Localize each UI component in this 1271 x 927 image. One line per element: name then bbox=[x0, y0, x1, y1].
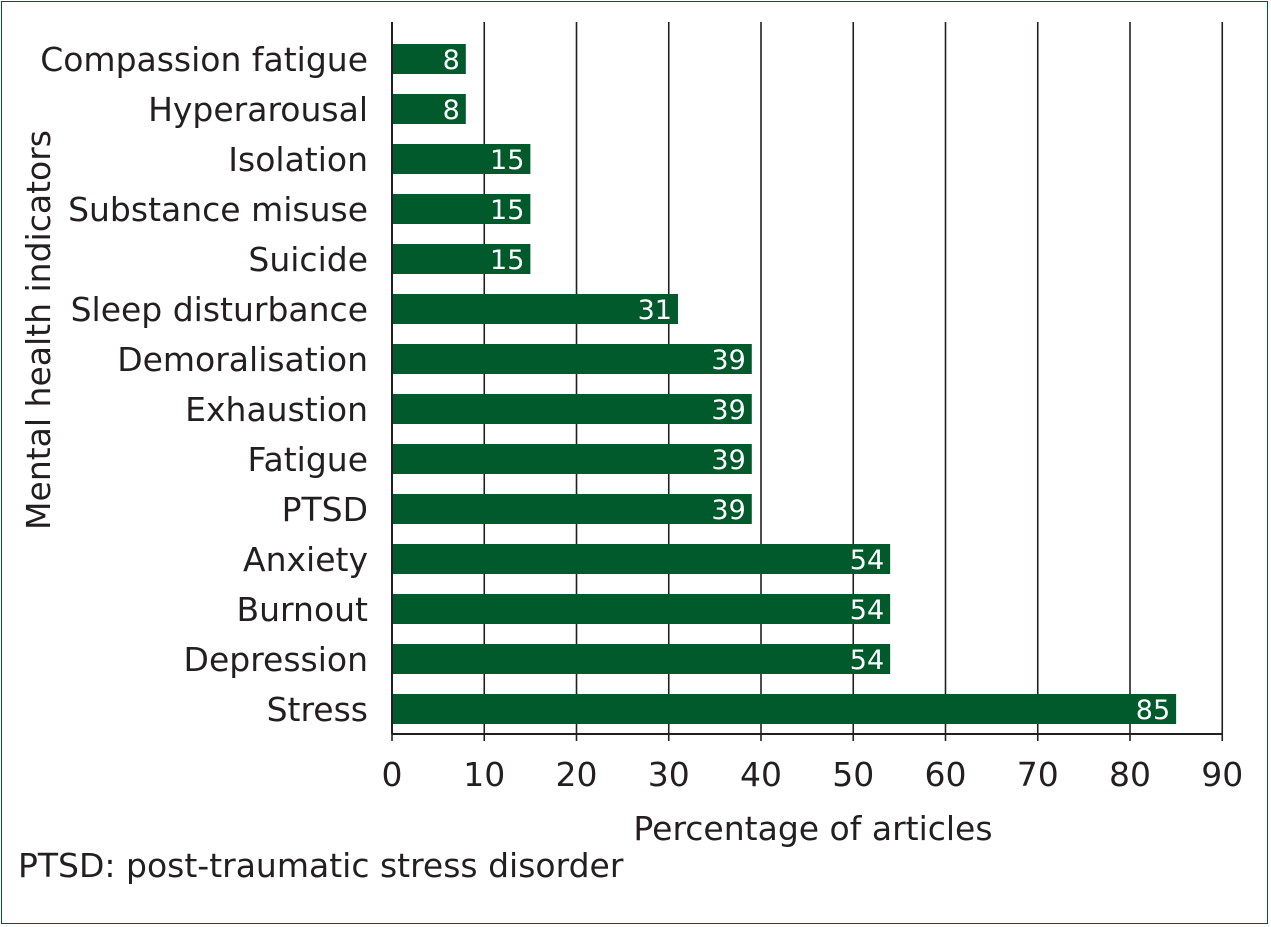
category-label: Compassion fatigue bbox=[40, 40, 368, 79]
bar-value-label: 54 bbox=[850, 645, 884, 676]
category-label: Burnout bbox=[236, 590, 368, 629]
x-tick-label: 30 bbox=[648, 755, 690, 794]
bar bbox=[392, 444, 752, 474]
bar bbox=[392, 144, 531, 174]
bar-value-label: 15 bbox=[490, 145, 524, 176]
bar bbox=[392, 594, 891, 624]
x-tick-label: 90 bbox=[1201, 755, 1243, 794]
bar-value-label: 39 bbox=[711, 395, 745, 426]
x-tick-label: 10 bbox=[463, 755, 505, 794]
bar-value-label: 15 bbox=[490, 195, 524, 226]
bar-value-label: 54 bbox=[850, 545, 884, 576]
category-label: Depression bbox=[184, 640, 368, 679]
category-label: Hyperarousal bbox=[148, 90, 368, 129]
bar bbox=[392, 94, 466, 124]
x-tick-label: 50 bbox=[832, 755, 874, 794]
bar-value-label: 54 bbox=[850, 595, 884, 626]
x-tick-label: 20 bbox=[556, 755, 598, 794]
bar-value-label: 39 bbox=[711, 495, 745, 526]
x-tick-label: 70 bbox=[1017, 755, 1059, 794]
category-label: Isolation bbox=[228, 140, 368, 179]
category-label: Exhaustion bbox=[185, 390, 368, 429]
bar bbox=[392, 394, 752, 424]
bar-value-label: 85 bbox=[1136, 695, 1170, 726]
bar-value-label: 31 bbox=[638, 295, 672, 326]
category-label: Demoralisation bbox=[117, 340, 368, 379]
bar-value-label: 39 bbox=[711, 445, 745, 476]
gridlines bbox=[483, 22, 1224, 734]
y-axis-title: Mental health indicators bbox=[19, 130, 58, 530]
x-tick-label: 80 bbox=[1109, 755, 1151, 794]
category-label: Sleep disturbance bbox=[71, 290, 368, 329]
category-label: Fatigue bbox=[248, 440, 368, 479]
bar bbox=[392, 344, 752, 374]
x-tick-labels: 0 10 20 30 40 50 60 70 80 90 bbox=[382, 734, 1243, 794]
bar-value-label: 8 bbox=[443, 95, 460, 126]
bar bbox=[392, 494, 752, 524]
bar bbox=[392, 544, 891, 574]
category-labels: Compassion fatigue Hyperarousal Isolation S… bbox=[40, 40, 368, 729]
category-label: Anxiety bbox=[243, 540, 368, 579]
x-tick-label: 40 bbox=[740, 755, 782, 794]
bar-value-label: 39 bbox=[711, 345, 745, 376]
footnote: PTSD: post-traumatic stress disorder bbox=[18, 846, 624, 885]
x-axis-title: Percentage of articles bbox=[633, 809, 992, 848]
category-label: PTSD bbox=[282, 490, 368, 529]
bar bbox=[392, 194, 531, 224]
bar bbox=[392, 644, 891, 674]
category-label: Suicide bbox=[248, 240, 368, 279]
x-tick-label: 60 bbox=[925, 755, 967, 794]
bars: 8 8 15 15 15 31 39 39 39 39 54 54 54 85 bbox=[392, 44, 1177, 726]
bar-value-label: 15 bbox=[490, 245, 524, 276]
bar bbox=[392, 244, 531, 274]
bar bbox=[392, 44, 466, 74]
bar bbox=[392, 694, 1177, 724]
bar-value-label: 8 bbox=[443, 45, 460, 76]
x-tick-label: 0 bbox=[382, 755, 403, 794]
category-label: Substance misuse bbox=[68, 190, 368, 229]
category-label: Stress bbox=[267, 690, 368, 729]
bar bbox=[392, 294, 678, 324]
